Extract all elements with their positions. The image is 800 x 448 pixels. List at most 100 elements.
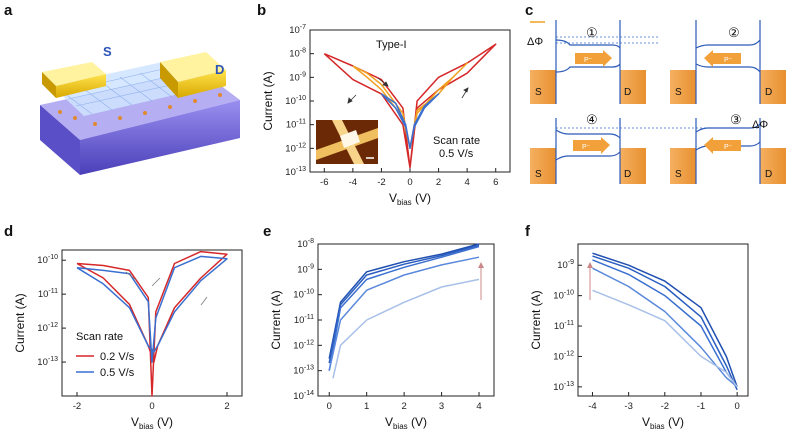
x-axis-label-b: Vbias (V) <box>389 191 431 207</box>
x-tick-label-e-2: 2 <box>401 401 406 412</box>
source-label-c1: S <box>535 87 542 98</box>
chart-d: -2 0 2 10-13 10-12 10-11 10-10 Vbias (V) Current… <box>13 249 243 431</box>
panel-label-c: c <box>525 2 533 19</box>
step-3-label: ③ <box>730 112 742 127</box>
x-tick-label-b-1: -4 <box>349 177 357 188</box>
y-tick-label-b-6: 10-7 <box>289 24 306 36</box>
x-tick-label-e-0: 0 <box>327 401 332 412</box>
y-tick-label-f-1: 10-12 <box>553 350 574 362</box>
x-tick-label-f-2: -2 <box>661 401 669 412</box>
series-line-b-2 <box>380 93 440 150</box>
band-diagrams: P⁻ P⁻ P⁻ <box>530 20 786 184</box>
type-label: Type-I <box>376 39 407 51</box>
x-axis-label-e: Vbias (V) <box>385 415 427 431</box>
drain-label-c4: D <box>624 169 631 180</box>
y-tick-label-e-3: 10-11 <box>294 314 314 326</box>
band-diagram-3: P⁻ <box>670 118 786 184</box>
panel-label-f: f <box>525 223 531 240</box>
chart-b: -6 -4 -2 0 2 4 6 10-13 10-12 10-11 10-10 10-9 10-8 10… <box>261 24 511 207</box>
chart-f: -4 -3 -2 -1 0 10-13 10-12 10-11 10-10 10-9 Vbias (… <box>529 243 749 431</box>
legend-title: Scan rate <box>76 331 123 343</box>
band-diagram-1: P⁻ <box>530 20 660 104</box>
x-tick-label-e-1: 1 <box>364 401 369 412</box>
y-tick-label-f-0: 10-13 <box>553 381 574 393</box>
x-tick-label-d-0: -2 <box>73 401 81 412</box>
y-tick-label-b-3: 10-10 <box>285 95 306 107</box>
y-tick-label-f-2: 10-11 <box>554 320 574 332</box>
x-tick-label-e-3: 3 <box>439 401 444 412</box>
series-line-e-3 <box>328 256 480 371</box>
series-line-f-0 <box>592 252 738 388</box>
x-tick-label-b-3: 0 <box>407 177 412 188</box>
legend-label-2: 0.5 V/s <box>100 367 135 379</box>
series-line-e-2 <box>328 245 480 371</box>
panel-label-a: a <box>4 2 13 19</box>
y-tick-label-e-1: 10-13 <box>293 365 314 377</box>
series-line-b-0 <box>323 43 497 169</box>
y-axis-label-d: Current (A) <box>13 293 27 352</box>
legend-label-1: 0.2 V/s <box>100 351 135 363</box>
panel-label-e: e <box>263 223 271 240</box>
y-axis-label-b: Current (A) <box>261 71 275 130</box>
y-axis-label-e: Current (A) <box>269 290 283 349</box>
svg-text:P⁻: P⁻ <box>724 144 733 151</box>
y-axis-label-f: Current (A) <box>529 290 543 349</box>
y-tick-label-b-4: 10-9 <box>289 71 306 83</box>
y-tick-label-f-3: 10-10 <box>553 290 574 302</box>
x-tick-label-f-1: -3 <box>624 401 632 412</box>
x-tick-label-b-4: 2 <box>436 177 441 188</box>
y-tick-label-e-5: 10-9 <box>297 263 314 275</box>
y-tick-label-d-0: 10-13 <box>37 356 58 368</box>
source-label-c3: S <box>675 169 682 180</box>
scan-rate-note: Scan rate <box>433 135 480 147</box>
series-line-f-4 <box>592 289 738 388</box>
y-tick-label-d-2: 10-11 <box>38 288 58 300</box>
y-tick-label-d-3: 10-10 <box>37 254 58 266</box>
source-label-a: S <box>103 44 112 59</box>
series-line-f-1 <box>592 255 738 391</box>
afm-inset <box>316 120 378 164</box>
x-tick-label-d-1: 0 <box>149 401 154 412</box>
y-tick-label-d-1: 10-12 <box>37 322 58 334</box>
step-2-label: ② <box>728 25 740 40</box>
band-diagram-2: P⁻ <box>670 20 786 104</box>
x-tick-label-e-4: 4 <box>476 401 481 412</box>
x-tick-label-b-0: -6 <box>320 177 328 188</box>
x-tick-label-f-4: 0 <box>735 401 740 412</box>
x-tick-label-b-5: 4 <box>464 177 469 188</box>
y-tick-label-e-4: 10-10 <box>293 289 314 301</box>
series-line-e-4 <box>332 278 480 379</box>
drain-label-c1: D <box>624 87 631 98</box>
device-illustration <box>40 52 240 175</box>
x-tick-label-b-6: 6 <box>493 177 498 188</box>
y-tick-label-b-0: 10-13 <box>285 166 306 178</box>
svg-text:P⁻: P⁻ <box>582 144 591 151</box>
x-axis-label-d: Vbias (V) <box>131 415 173 431</box>
x-tick-label-d-2: 2 <box>224 401 229 412</box>
band-diagram-4: P⁻ <box>530 118 760 184</box>
x-axis-label-f: Vbias (V) <box>642 415 684 431</box>
scan-rate-value: 0.5 V/s <box>439 148 474 160</box>
y-tick-label-e-0: 10-14 <box>293 390 314 402</box>
x-tick-label-b-2: -2 <box>377 177 385 188</box>
series-line-e-1 <box>328 244 480 364</box>
x-tick-label-f-3: -1 <box>697 401 705 412</box>
panel-label-b: b <box>257 2 266 19</box>
drain-label-c3: D <box>765 169 772 180</box>
step-1-label: ① <box>586 25 598 40</box>
step-4-label: ④ <box>586 112 598 127</box>
trend-arrowhead-e <box>478 262 484 268</box>
source-label-c4: S <box>535 169 542 180</box>
panel-label-d: d <box>4 223 13 240</box>
y-tick-label-b-1: 10-12 <box>285 142 306 154</box>
y-tick-label-b-2: 10-11 <box>286 119 306 131</box>
svg-text:P⁻: P⁻ <box>724 57 733 64</box>
svg-text:P⁻: P⁻ <box>584 57 593 64</box>
y-tick-label-f-4: 10-9 <box>557 259 574 271</box>
drain-label-c2: D <box>765 87 772 98</box>
chart-e: 0 1 2 3 4 10-14 10-13 10-12 10-11 10-10 10-9 10-8 Vb… <box>269 238 495 431</box>
y-tick-label-e-2: 10-12 <box>293 339 314 351</box>
series-line-f-3 <box>592 267 738 388</box>
y-tick-label-b-5: 10-8 <box>289 48 306 60</box>
